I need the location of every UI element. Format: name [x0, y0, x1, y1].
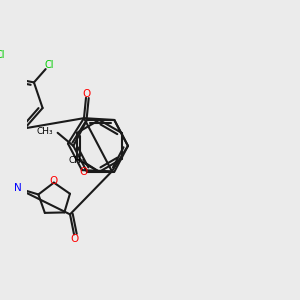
Text: N: N [14, 183, 21, 193]
Text: Cl: Cl [45, 60, 54, 70]
Text: Cl: Cl [0, 50, 4, 60]
Text: CH₃: CH₃ [68, 156, 85, 165]
Text: O: O [70, 234, 78, 244]
Text: O: O [50, 176, 58, 186]
Text: CH₃: CH₃ [37, 127, 53, 136]
Text: O: O [82, 89, 91, 99]
Text: O: O [79, 167, 87, 176]
